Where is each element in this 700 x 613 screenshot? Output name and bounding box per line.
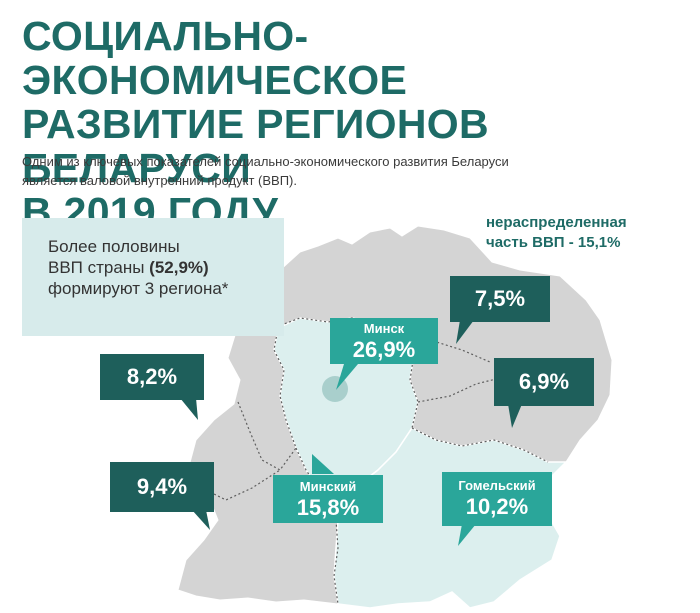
unallocated-line-1: нераспределенная: [486, 214, 627, 231]
callout-minsk-city: Минск 26,9%: [330, 318, 438, 364]
gomel-value: 10,2%: [465, 494, 529, 519]
callout-grodno: 8,2%: [100, 354, 204, 400]
subtitle-line-1: Одним из ключевых показателей социально-…: [22, 154, 509, 169]
vitebsk-value: 7,5%: [474, 286, 526, 311]
minsk-region-label: Минский: [299, 479, 357, 494]
info-percent: (52,9%): [149, 258, 209, 277]
info-line-2-text: ВВП страны: [48, 258, 150, 277]
callout-pointers: [180, 320, 522, 546]
callout-brest: 9,4%: [110, 462, 214, 512]
grodno-value: 8,2%: [126, 364, 178, 389]
minsk-city-label: Минск: [363, 321, 405, 336]
info-line-3: формируют 3 региона*: [48, 279, 229, 298]
info-line-1: Более половины: [48, 237, 180, 256]
unallocated-line-2: часть ВВП - 15,1%: [486, 234, 621, 251]
callout-vitebsk: 7,5%: [450, 276, 550, 322]
subtitle-line-2: является валовой внутренний продукт (ВВП…: [22, 173, 297, 188]
unallocated-gdp-note: нераспределенная часть ВВП - 15,1%: [486, 213, 686, 253]
gomel-label: Гомельский: [458, 478, 536, 493]
callout-mogilev: 6,9%: [494, 358, 594, 406]
minsk-city-value: 26,9%: [352, 337, 416, 362]
callout-minsk-region: Минский 15,8%: [273, 475, 383, 523]
minsk-region-value: 15,8%: [296, 495, 360, 520]
info-line-2: ВВП страны (52,9%): [48, 257, 284, 278]
mogilev-value: 6,9%: [518, 369, 570, 394]
title-line-1: СОЦИАЛЬНО-ЭКОНОМИЧЕСКОЕ: [22, 13, 408, 103]
info-box: Более половины ВВП страны (52,9%) формир…: [22, 218, 284, 336]
subtitle: Одним из ключевых показателей социально-…: [22, 152, 692, 190]
brest-value: 9,4%: [136, 474, 188, 499]
region-borders: [205, 317, 549, 605]
title-line-2: РАЗВИТИЕ РЕГИОНОВ БЕЛАРУСИ: [22, 101, 489, 191]
callout-gomel: Гомельский 10,2%: [442, 472, 552, 526]
